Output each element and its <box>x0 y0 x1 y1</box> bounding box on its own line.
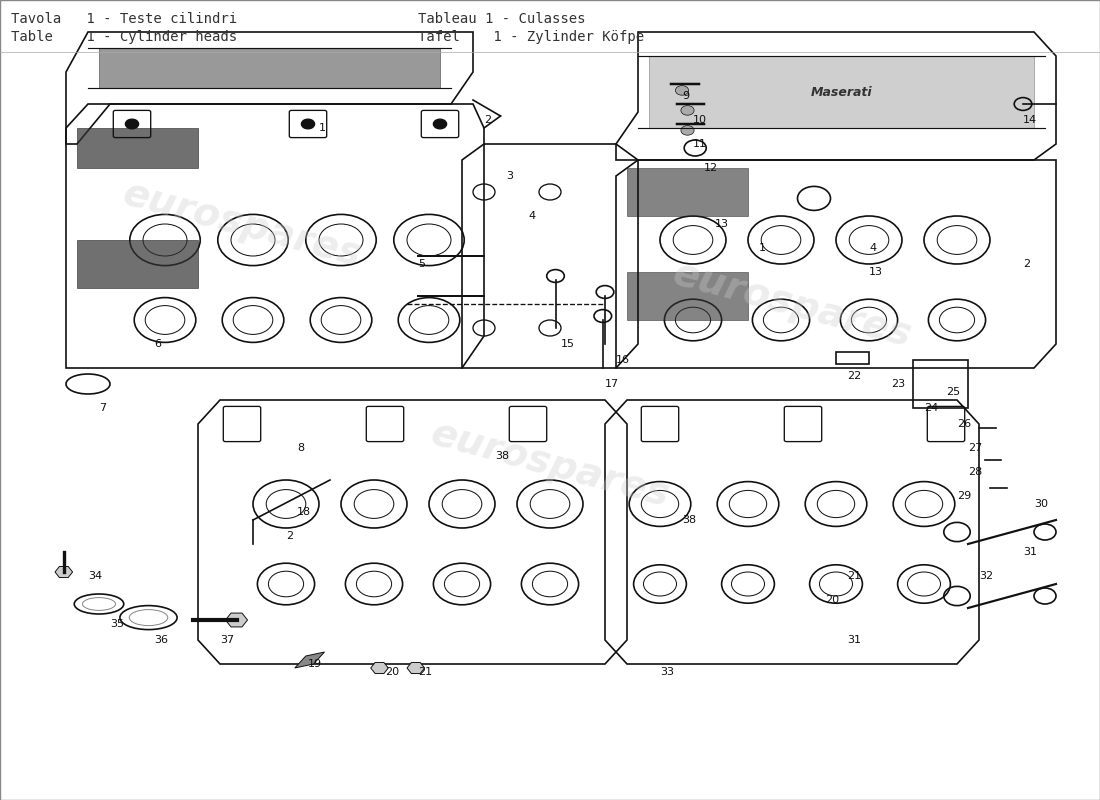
Text: 35: 35 <box>110 619 124 629</box>
Text: 13: 13 <box>715 219 729 229</box>
Circle shape <box>125 119 139 129</box>
Text: Table    1 - Cylinder heads: Table 1 - Cylinder heads <box>11 30 238 43</box>
Text: 19: 19 <box>308 659 322 669</box>
Text: 30: 30 <box>1034 499 1048 509</box>
Text: 25: 25 <box>946 387 960 397</box>
Circle shape <box>301 119 315 129</box>
Text: 21: 21 <box>418 667 432 677</box>
Text: 26: 26 <box>957 419 971 429</box>
Text: 14: 14 <box>1023 115 1037 125</box>
Text: 12: 12 <box>704 163 718 173</box>
Text: 2: 2 <box>484 115 491 125</box>
Text: 27: 27 <box>968 443 982 453</box>
Text: 13: 13 <box>869 267 883 277</box>
Text: 36: 36 <box>154 635 168 645</box>
Text: 2: 2 <box>286 531 293 541</box>
Text: Tafel    1 - Zylinder Köfpe: Tafel 1 - Zylinder Köfpe <box>418 30 645 43</box>
Text: 7: 7 <box>99 403 106 413</box>
Text: eurospares: eurospares <box>669 254 915 354</box>
Polygon shape <box>77 128 198 168</box>
Text: 37: 37 <box>220 635 234 645</box>
Text: 18: 18 <box>297 507 311 517</box>
Text: 1: 1 <box>759 243 766 253</box>
Text: 29: 29 <box>957 491 971 501</box>
Text: 31: 31 <box>1023 547 1037 557</box>
Text: Tavola   1 - Teste cilindri: Tavola 1 - Teste cilindri <box>11 12 238 26</box>
Text: 15: 15 <box>561 339 575 349</box>
Text: 4: 4 <box>528 211 535 221</box>
Polygon shape <box>226 613 248 627</box>
Text: 17: 17 <box>605 379 619 389</box>
Circle shape <box>681 106 694 115</box>
Text: 3: 3 <box>506 171 513 181</box>
Polygon shape <box>99 48 440 88</box>
Text: 6: 6 <box>154 339 161 349</box>
Text: 1: 1 <box>319 123 326 133</box>
Text: 11: 11 <box>693 139 707 149</box>
Circle shape <box>433 119 447 129</box>
Polygon shape <box>627 272 748 320</box>
Polygon shape <box>371 662 388 674</box>
Text: 31: 31 <box>847 635 861 645</box>
Text: 21: 21 <box>847 571 861 581</box>
Polygon shape <box>55 566 73 578</box>
Text: 5: 5 <box>418 259 425 269</box>
Text: 22: 22 <box>847 371 861 381</box>
Circle shape <box>675 86 689 95</box>
Polygon shape <box>627 168 748 216</box>
Text: Maserati: Maserati <box>811 86 872 98</box>
Text: 33: 33 <box>660 667 674 677</box>
Text: eurospares: eurospares <box>427 414 673 514</box>
Text: 20: 20 <box>385 667 399 677</box>
Text: 16: 16 <box>616 355 630 365</box>
Text: 23: 23 <box>891 379 905 389</box>
Polygon shape <box>295 652 324 668</box>
Text: 32: 32 <box>979 571 993 581</box>
Polygon shape <box>407 662 425 674</box>
Text: 2: 2 <box>1023 259 1030 269</box>
Text: eurospares: eurospares <box>119 174 365 274</box>
Text: 10: 10 <box>693 115 707 125</box>
Polygon shape <box>77 240 198 288</box>
Polygon shape <box>649 56 1034 128</box>
Text: 8: 8 <box>297 443 304 453</box>
Text: 9: 9 <box>682 91 689 101</box>
Text: Tableau 1 - Culasses: Tableau 1 - Culasses <box>418 12 585 26</box>
Text: 38: 38 <box>495 451 509 461</box>
Text: 38: 38 <box>682 515 696 525</box>
Text: 20: 20 <box>825 595 839 605</box>
Text: 34: 34 <box>88 571 102 581</box>
Circle shape <box>681 126 694 135</box>
Text: 24: 24 <box>924 403 938 413</box>
Text: 28: 28 <box>968 467 982 477</box>
Text: 4: 4 <box>869 243 876 253</box>
